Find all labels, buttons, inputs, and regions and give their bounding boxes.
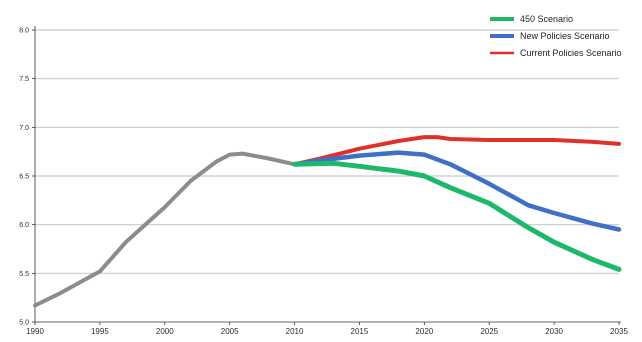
y-axis-ticks: 5.0 5.5 6.0 6.5 7.0 7.5 8.0 — [19, 28, 35, 327]
x-tick-label: 2005 — [221, 327, 239, 336]
x-tick-label: 2015 — [351, 327, 369, 336]
x-tick-label: 2035 — [610, 327, 628, 336]
legend-label: Current Policies Scenario — [520, 48, 622, 58]
y-tick-label: 6.5 — [19, 174, 29, 181]
series-line-current-policies-scenario — [292, 135, 621, 167]
x-tick-label: 2000 — [156, 327, 174, 336]
series-lines — [33, 135, 622, 308]
x-tick-label: 2010 — [286, 327, 304, 336]
legend: 450 Scenario New Policies Scenario Current… — [490, 14, 622, 58]
y-tick-label: 5.0 — [19, 320, 29, 327]
x-tick-label: 1990 — [26, 327, 44, 336]
y-tick-label: 8.0 — [19, 28, 29, 35]
x-tick-label: 2025 — [480, 327, 498, 336]
y-tick-label: 7.0 — [19, 125, 29, 132]
series-line-new-policies-scenario — [292, 150, 622, 232]
x-tick-label: 2020 — [415, 327, 433, 336]
y-tick-label: 5.5 — [19, 271, 29, 278]
x-tick-label: 1995 — [91, 327, 109, 336]
y-tick-label: 6.0 — [19, 222, 29, 229]
x-axis-ticks: 1990 1995 2000 2005 2010 2015 2020 2025 2030 2035 — [26, 322, 628, 336]
legend-label: 450 Scenario — [520, 14, 573, 24]
legend-label: New Policies Scenario — [520, 31, 610, 41]
y-tick-label: 7.5 — [19, 76, 29, 83]
grid-lines — [35, 29, 619, 274]
historical-line — [33, 151, 297, 308]
series-line-450-scenario — [292, 160, 622, 272]
x-tick-label: 2030 — [545, 327, 563, 336]
